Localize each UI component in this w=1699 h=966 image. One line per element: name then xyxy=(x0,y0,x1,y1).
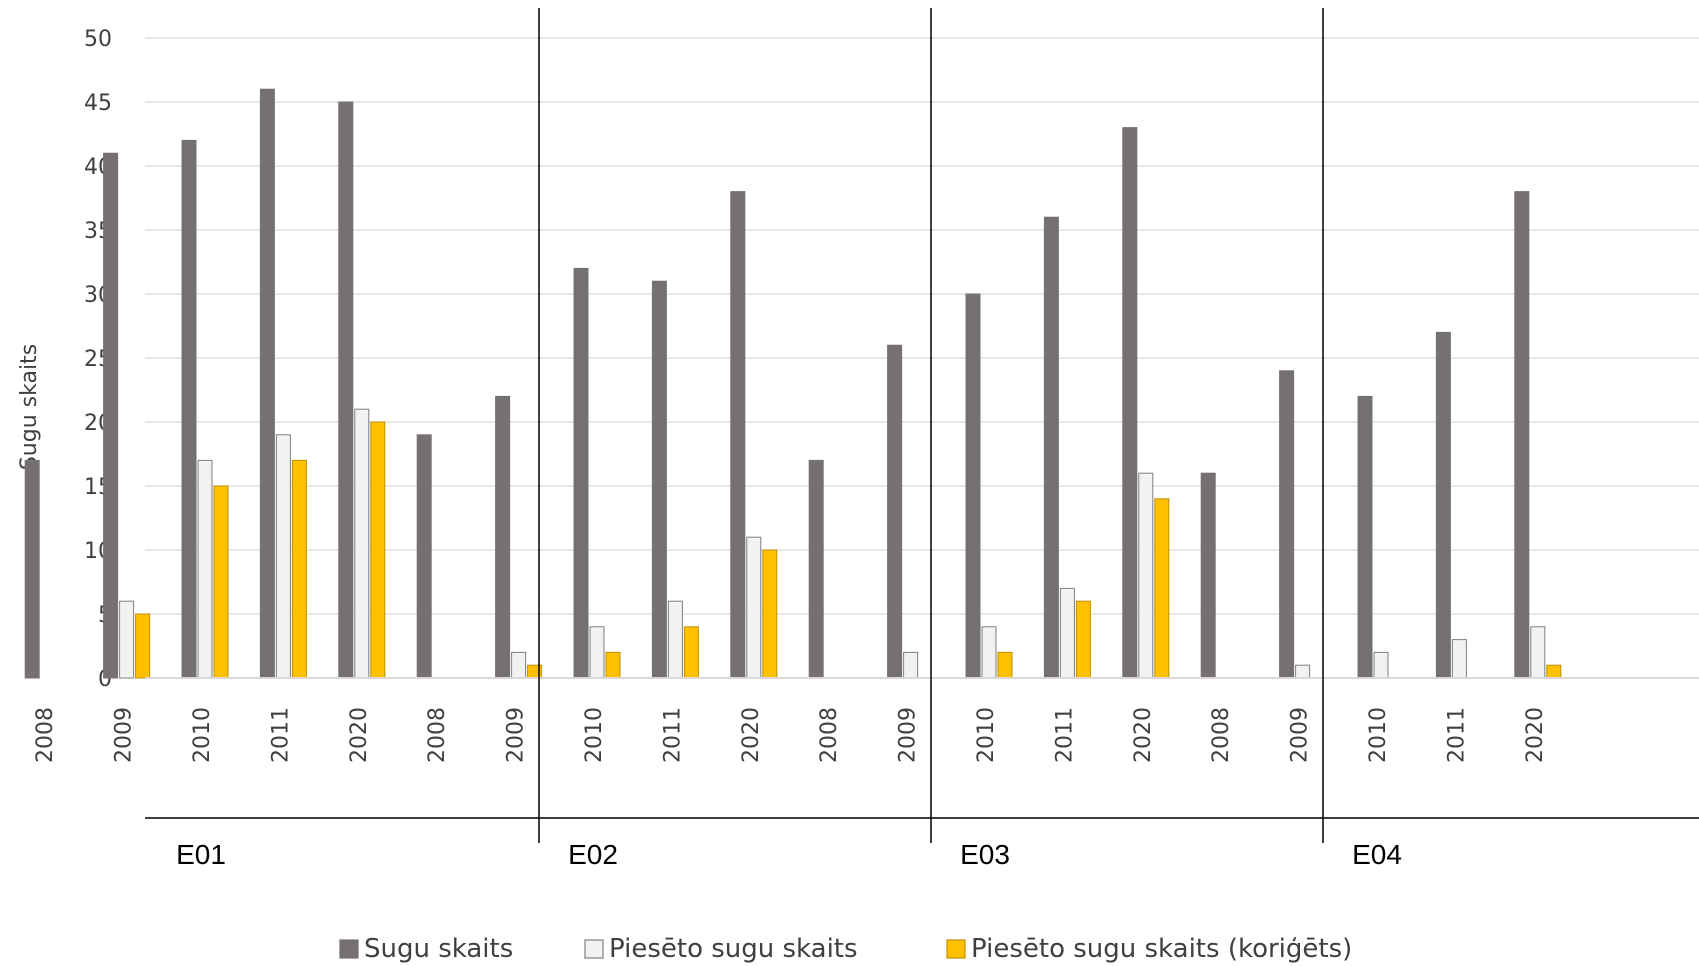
bar-sugu-skaits-e01-2009 xyxy=(103,152,119,679)
x-tick-label: 2020 xyxy=(1523,707,1548,763)
group-label: E04 xyxy=(1352,839,1402,870)
x-tick-label: 2020 xyxy=(1131,707,1156,763)
bar-sugu-skaits-e02-2011 xyxy=(651,280,667,679)
group-label: E01 xyxy=(176,839,226,870)
bar-pies-to-sugu-skaits-e03-2020 xyxy=(1138,472,1154,679)
legend-label: Piesēto sugu skaits (koriģēts) xyxy=(971,934,1352,964)
bar-pies-to-sugu-skaits-e04-2011 xyxy=(1451,639,1467,679)
bar-pies-to-sugu-skaits-e02-2010 xyxy=(589,626,605,679)
x-tick-label: 2008 xyxy=(1209,707,1234,763)
bar-pies-to-sugu-skaits-kori-ts--e01-2011 xyxy=(291,459,307,679)
bar-sugu-skaits-e04-2008 xyxy=(1200,472,1216,679)
x-tick-label: 2020 xyxy=(347,707,372,763)
bar-pies-to-sugu-skaits-e02-2009 xyxy=(511,651,527,679)
bar-sugu-skaits-e04-2010 xyxy=(1357,395,1373,679)
bar-sugu-skaits-e03-2020 xyxy=(1122,127,1138,679)
bar-pies-to-sugu-skaits-e01-2020 xyxy=(354,408,370,679)
bar-sugu-skaits-e01-2020 xyxy=(338,101,354,679)
x-axis: 2008 2009 2010 2011 2020 E01 2008 2009 2010 2011 2… xyxy=(33,8,1699,870)
bar-sugu-skaits-e04-2020 xyxy=(1514,191,1530,679)
legend: Sugu skaits Piesēto sugu skaits Piesēto su… xyxy=(339,934,1352,964)
gridlines xyxy=(145,37,1699,615)
bar-pies-to-sugu-skaits-kori-ts--e02-2010 xyxy=(605,651,621,679)
bar-sugu-skaits-e01-2011 xyxy=(259,88,275,679)
legend-label: Sugu skaits xyxy=(364,934,513,964)
x-tick-label: 2008 xyxy=(425,707,450,763)
bar-sugu-skaits-e03-2011 xyxy=(1043,216,1059,679)
bar-pies-to-sugu-skaits-e04-2009 xyxy=(1295,664,1311,679)
bar-sugu-skaits-e01-2010 xyxy=(181,139,197,679)
x-tick-label: 2009 xyxy=(504,707,529,763)
x-tick-label: 2008 xyxy=(33,707,58,763)
bar-sugu-skaits-e03-2010 xyxy=(965,293,981,679)
group-label: E03 xyxy=(960,839,1010,870)
bar-pies-to-sugu-skaits-kori-ts--e02-2020 xyxy=(762,549,778,679)
bar-pies-to-sugu-skaits-kori-ts--e02-2011 xyxy=(683,626,699,679)
y-tick-label: 50 xyxy=(84,27,112,52)
bar-pies-to-sugu-skaits-kori-ts--e01-2020 xyxy=(370,421,386,679)
bar-pies-to-sugu-skaits-e01-2009 xyxy=(119,600,135,679)
x-tick-label: 2010 xyxy=(1366,707,1391,763)
x-tick-label: 2020 xyxy=(739,707,764,763)
bar-sugu-skaits-e02-2008 xyxy=(416,434,432,679)
bar-pies-to-sugu-skaits-kori-ts--e03-2020 xyxy=(1154,498,1170,679)
bar-pies-to-sugu-skaits-e03-2011 xyxy=(1059,587,1075,679)
bar-pies-to-sugu-skaits-e03-2009 xyxy=(903,651,919,679)
x-tick-label: 2010 xyxy=(974,707,999,763)
legend-swatch xyxy=(339,939,359,959)
bar-pies-to-sugu-skaits-e02-2011 xyxy=(667,600,683,679)
bar-pies-to-sugu-skaits-kori-ts--e03-2010 xyxy=(997,651,1013,679)
bars xyxy=(24,88,1562,679)
legend-swatch xyxy=(946,939,966,959)
legend-swatch xyxy=(584,939,604,959)
bar-sugu-skaits-e01-2008 xyxy=(24,459,40,679)
x-tick-label: 2011 xyxy=(268,707,293,763)
x-tick-label: 2011 xyxy=(1052,707,1077,763)
bar-sugu-skaits-e04-2009 xyxy=(1279,370,1295,679)
x-tick-label: 2010 xyxy=(582,707,607,763)
bar-sugu-skaits-e03-2008 xyxy=(808,459,824,679)
legend-label: Piesēto sugu skaits xyxy=(609,934,858,964)
bar-sugu-skaits-e03-2009 xyxy=(887,344,903,679)
bar-pies-to-sugu-skaits-e04-2020 xyxy=(1530,626,1546,679)
group-label: E02 xyxy=(568,839,618,870)
bar-sugu-skaits-e02-2010 xyxy=(573,267,589,679)
bar-pies-to-sugu-skaits-kori-ts--e04-2020 xyxy=(1546,664,1562,679)
bar-sugu-skaits-e04-2011 xyxy=(1435,331,1451,679)
x-tick-label: 2009 xyxy=(896,707,921,763)
y-tick-label: 45 xyxy=(84,91,112,116)
x-tick-label: 2008 xyxy=(817,707,842,763)
bar-sugu-skaits-e02-2009 xyxy=(495,395,511,679)
bar-sugu-skaits-e02-2020 xyxy=(730,191,746,679)
bar-pies-to-sugu-skaits-e01-2011 xyxy=(275,434,291,679)
x-tick-label: 2010 xyxy=(190,707,215,763)
bar-pies-to-sugu-skaits-kori-ts--e01-2009 xyxy=(135,613,151,679)
x-tick-label: 2011 xyxy=(660,707,685,763)
bar-pies-to-sugu-skaits-e01-2010 xyxy=(197,459,213,679)
bar-pies-to-sugu-skaits-kori-ts--e01-2010 xyxy=(213,485,229,679)
bar-pies-to-sugu-skaits-e03-2010 xyxy=(981,626,997,679)
x-tick-label: 2011 xyxy=(1444,707,1469,763)
x-tick-label: 2009 xyxy=(112,707,137,763)
bar-pies-to-sugu-skaits-e04-2010 xyxy=(1373,651,1389,679)
bar-pies-to-sugu-skaits-e02-2020 xyxy=(746,536,762,679)
x-tick-label: 2009 xyxy=(1288,707,1313,763)
bar-pies-to-sugu-skaits-kori-ts--e03-2011 xyxy=(1075,600,1091,679)
y-axis-label: Sugu skaits xyxy=(17,344,42,470)
